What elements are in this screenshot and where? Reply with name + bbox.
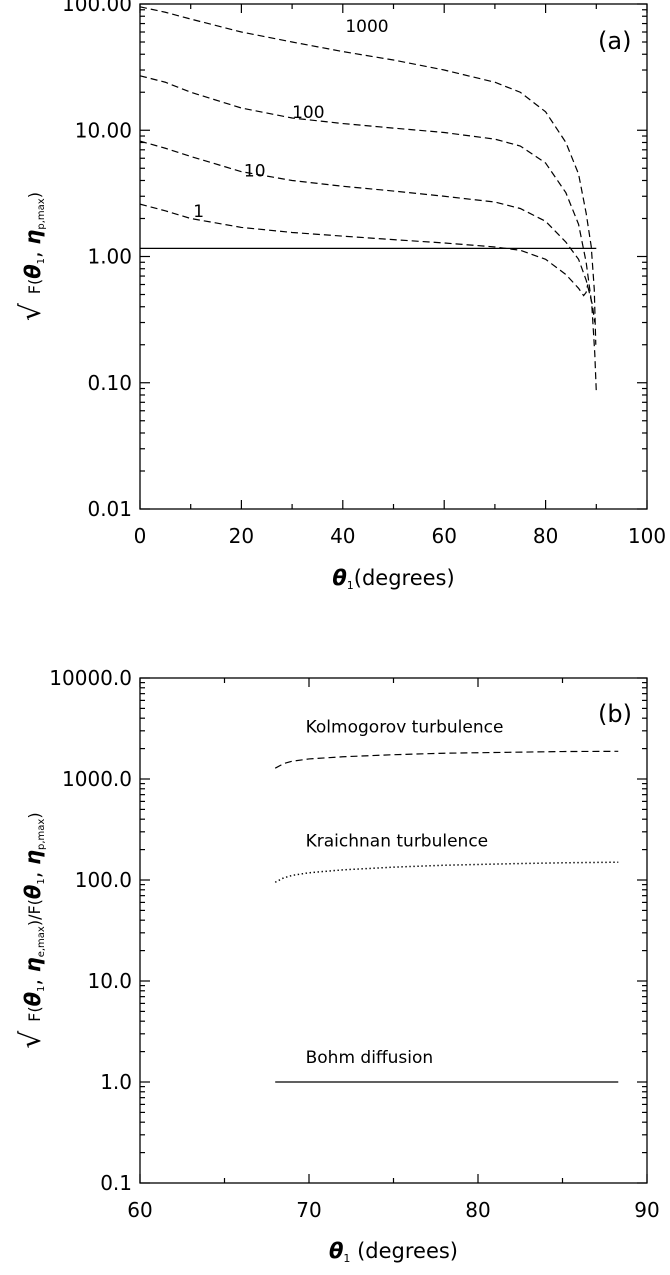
x-tick-label: 60 — [127, 1198, 152, 1222]
x-tick-label: 60 — [431, 524, 456, 548]
x-tick-label: 40 — [330, 524, 355, 548]
series-line-kraichnan-turbulence — [274, 861, 619, 883]
y-tick-label: 0.10 — [87, 371, 132, 395]
series-label: Kolmogorov turbulence — [306, 717, 504, 737]
series-label: 1000 — [345, 17, 388, 37]
series-line-1 — [139, 203, 589, 297]
panel-label: (b) — [598, 700, 632, 728]
series-line-kolmogorov-turbulence — [274, 750, 619, 769]
x-axis-title: θ1 (degrees) — [329, 1239, 458, 1265]
series-line-100 — [139, 75, 597, 392]
y-tick-label: 100.0 — [75, 868, 132, 892]
x-tick-label: 90 — [634, 1198, 659, 1222]
panel-b: 60 70 80 90 0.1 1.0 10.0 100.0 1000.0 10000.0 Kolm… — [14, 666, 660, 1265]
y-tick-label: 1.00 — [87, 245, 132, 269]
y-tick-label: 1000.0 — [62, 767, 132, 791]
x-tick-label: 80 — [533, 524, 558, 548]
series-label: 100 — [292, 103, 324, 123]
series-label: 10 — [244, 162, 266, 182]
series-label: Bohm diffusion — [306, 1048, 434, 1068]
y-tick-label: 10.00 — [75, 118, 132, 142]
series-label: Kraichnan turbulence — [306, 831, 489, 851]
x-tick-label: 80 — [465, 1198, 490, 1222]
x-tick-label: 100 — [628, 524, 666, 548]
y-tick-label: 100.00 — [62, 0, 132, 16]
plot-frame — [139, 677, 648, 1184]
x-tick-label: 70 — [296, 1198, 321, 1222]
y-tick-label: 0.01 — [87, 497, 132, 521]
y-tick-label: 0.1 — [100, 1171, 132, 1195]
x-axis-title: θ1(degrees) — [332, 566, 454, 592]
y-axis-title: √ F(θ1, ηp,max) — [14, 192, 47, 321]
series-line-10 — [139, 140, 596, 323]
plot-frame — [139, 3, 648, 510]
panel-label: (a) — [598, 27, 631, 55]
series-label: 1 — [193, 202, 204, 222]
y-axis-title: √ F(θ1, ηe,max)/F(θ1, ηp,max) — [14, 812, 47, 1048]
panel-a: 0 20 40 60 80 100 0.01 0.10 1.00 10.00 100.00 1000 1… — [14, 0, 666, 592]
x-tick-label: 0 — [134, 524, 147, 548]
y-tick-label: 10.0 — [87, 969, 132, 993]
y-tick-label: 1.0 — [100, 1070, 132, 1094]
series-line-1000 — [139, 6, 597, 345]
y-tick-label: 10000.0 — [49, 666, 132, 690]
x-tick-label: 20 — [229, 524, 254, 548]
